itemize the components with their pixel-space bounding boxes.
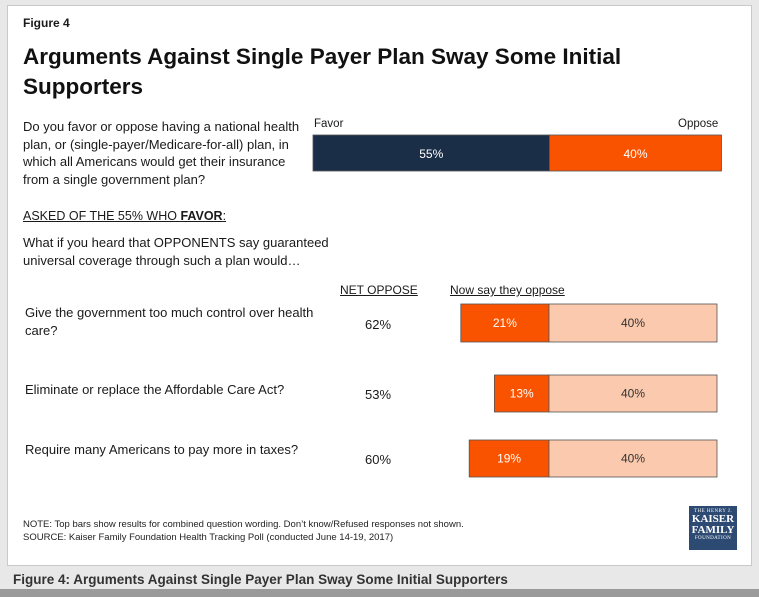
now-oppose-bar <box>468 439 550 478</box>
initial-oppose-bar <box>548 374 718 413</box>
now-oppose-header: Now say they oppose <box>450 283 565 297</box>
row-label: Give the government too much control ove… <box>25 305 314 338</box>
initial-oppose-bar-label: 40% <box>621 316 645 330</box>
taskbar-strip <box>0 589 759 597</box>
favor-bar <box>312 134 550 172</box>
row-label: Eliminate or replace the Affordable Care… <box>25 382 285 397</box>
now-oppose-bar-label: 13% <box>510 387 534 401</box>
net-oppose-header: NET OPPOSE <box>340 283 418 297</box>
subset-label: ASKED OF THE 55% WHO FAVOR: <box>23 209 227 223</box>
figure-panel: Figure 4 Arguments Against Single Payer … <box>7 5 752 566</box>
net-oppose-value: 62% <box>364 317 392 332</box>
initial-oppose-bar <box>548 303 718 343</box>
initial-oppose-bar-label: 40% <box>621 452 645 466</box>
footnote: NOTE: Top bars show results for combined… <box>23 518 464 544</box>
oppose-bar-label: 40% <box>623 147 647 161</box>
now-oppose-bar <box>460 303 550 343</box>
favor-legend-label: Favor <box>314 118 344 130</box>
net-oppose-value: 60% <box>364 452 392 467</box>
figure-caption: Figure 4: Arguments Against Single Payer… <box>13 572 508 587</box>
oppose-legend-label: Oppose <box>678 118 719 130</box>
now-oppose-bar <box>493 374 550 413</box>
row-label: Require many Americans to pay more in ta… <box>25 442 299 457</box>
figure-label: Figure 4 <box>23 16 70 30</box>
oppose-bar <box>549 134 722 172</box>
initial-oppose-bar <box>548 439 718 478</box>
kff-logo: THE HENRY J. KAISER FAMILY FOUNDATION <box>689 506 737 550</box>
note-text: NOTE: Top bars show results for combined… <box>23 519 464 530</box>
bar-chart-area: 55% 40% 21% 40% 13% 40% 19% 40% <box>312 134 722 478</box>
now-oppose-bar-label: 21% <box>493 316 517 330</box>
source-text: SOURCE: Kaiser Family Foundation Health … <box>23 532 394 543</box>
initial-oppose-bar-label: 40% <box>621 387 645 401</box>
followup-question: What if you heard that OPPONENTS say gua… <box>23 235 329 268</box>
chart-title: Arguments Against Single Payer Plan Sway… <box>23 44 622 99</box>
main-question: Do you favor or oppose having a national… <box>23 119 300 187</box>
favor-bar-label: 55% <box>419 147 443 161</box>
net-oppose-value: 53% <box>364 387 392 402</box>
now-oppose-bar-label: 19% <box>497 452 521 466</box>
